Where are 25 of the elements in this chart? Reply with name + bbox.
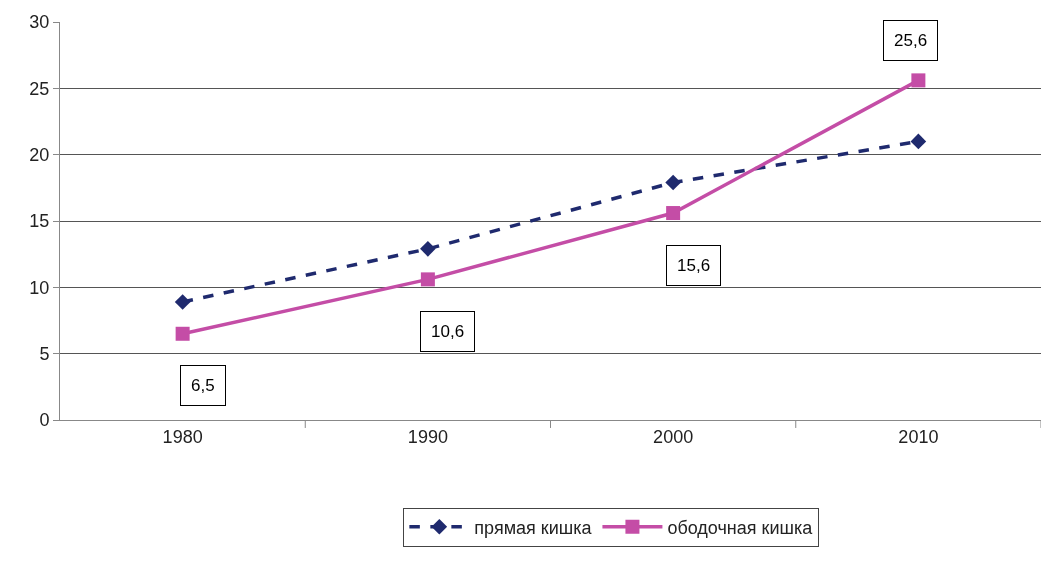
legend-label: ободочная кишка bbox=[667, 517, 814, 538]
point bbox=[666, 206, 681, 221]
point bbox=[665, 174, 681, 191]
point bbox=[175, 326, 190, 341]
data-label: 10,6 bbox=[431, 322, 465, 341]
y-tick-label: 25 bbox=[29, 78, 50, 99]
y-tick-label: 0 bbox=[39, 410, 50, 431]
y-tick-label: 5 bbox=[39, 343, 50, 364]
legend-label: прямая кишка bbox=[474, 517, 593, 538]
y-tick-label: 15 bbox=[29, 211, 50, 232]
y-tick-label: 10 bbox=[29, 277, 50, 298]
y-tick-label: 30 bbox=[29, 12, 50, 33]
point bbox=[420, 241, 436, 257]
x-tick-label: 1980 bbox=[162, 426, 203, 447]
data-label: 15,6 bbox=[677, 256, 711, 275]
point bbox=[420, 272, 435, 287]
x-tick-label: 2000 bbox=[653, 426, 694, 447]
data-label: 25,6 bbox=[894, 31, 928, 50]
x-tick-label: 1990 bbox=[407, 426, 448, 447]
y-tick-label: 20 bbox=[29, 144, 50, 165]
data-label: 6,5 bbox=[191, 376, 215, 395]
point bbox=[910, 133, 927, 150]
x-tick-label: 2010 bbox=[898, 426, 939, 447]
point bbox=[174, 294, 191, 310]
point bbox=[911, 73, 926, 88]
